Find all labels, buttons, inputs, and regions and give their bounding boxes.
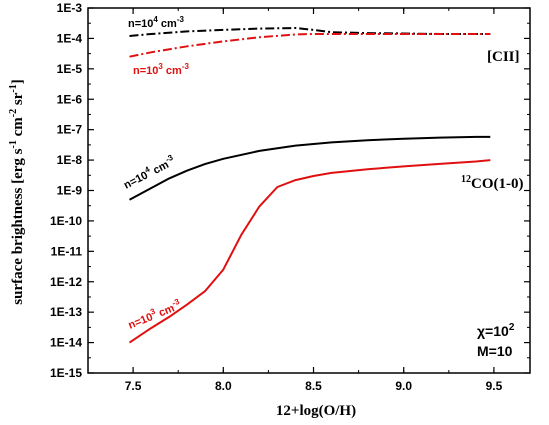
x-tick-label: 8.5 — [305, 379, 322, 393]
y-axis-title: surface brightness [erg s-1 cm-2 sr-1] — [8, 79, 26, 304]
y-axis-title-part: cm — [10, 117, 26, 140]
cii-label: [CII] — [487, 49, 520, 65]
series-line-1 — [129, 33, 491, 58]
cii-n3-label: n=103 cm-3 — [133, 62, 189, 77]
y-axis-title-sup: -1 — [8, 140, 19, 148]
y-axis-title-part: sr — [10, 92, 26, 109]
x-tick-label: 8.0 — [215, 379, 232, 393]
y-axis-title-sup: -1 — [8, 84, 19, 92]
y-tick-label: 1E-8 — [57, 153, 83, 167]
y-axis-title-part: surface brightness [erg s — [10, 148, 26, 304]
y-axis-title-part: ] — [10, 79, 26, 84]
y-tick-label: 1E-7 — [57, 123, 83, 137]
series-layer — [128, 27, 491, 344]
y-axis-title-sup: -2 — [8, 109, 19, 117]
chi-label: χ=102 — [477, 322, 515, 339]
co-n4-label: n=104 cm-3 — [121, 153, 178, 192]
x-axis-title: 12+log(O/H) — [276, 403, 356, 419]
series-line-3 — [128, 159, 491, 344]
y-tick-label: 1E-14 — [50, 336, 82, 350]
y-tick-label: 1E-5 — [57, 62, 83, 76]
x-tick-label: 9.0 — [395, 379, 412, 393]
axes: 7.5 8.0 8.5 9.0 9.5 1E-15 1E-14 1E-13 1E-12 1E-11… — [50, 1, 531, 393]
y-tick-label: 1E-9 — [57, 184, 83, 198]
mass-label: M=10 — [477, 343, 513, 359]
y-tick-label: 1E-6 — [57, 92, 83, 106]
y-tick-label: 1E-3 — [57, 1, 83, 15]
y-tick-label: 1E-15 — [50, 366, 82, 380]
cii-n4-label: n=104 cm-3 — [128, 15, 184, 30]
x-tick-label: 9.5 — [486, 379, 503, 393]
y-tick-label: 1E-11 — [51, 244, 83, 258]
y-tick-label: 1E-12 — [50, 275, 82, 289]
series-line-2 — [129, 135, 491, 201]
co-label: 12CO(1-0) — [461, 174, 524, 192]
y-tick-label: 1E-13 — [50, 305, 82, 319]
y-tick-label: 1E-10 — [50, 214, 82, 228]
y-tick-label: 1E-4 — [57, 31, 83, 45]
plot-frame — [87, 7, 531, 374]
x-tick-label: 7.5 — [125, 379, 142, 393]
